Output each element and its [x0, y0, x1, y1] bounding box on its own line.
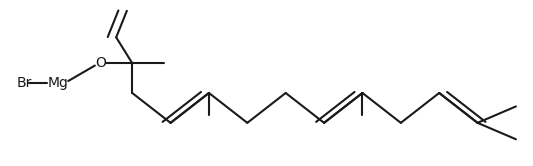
Text: Mg: Mg: [47, 76, 68, 90]
Text: O: O: [95, 56, 106, 70]
Text: Br: Br: [17, 76, 33, 90]
